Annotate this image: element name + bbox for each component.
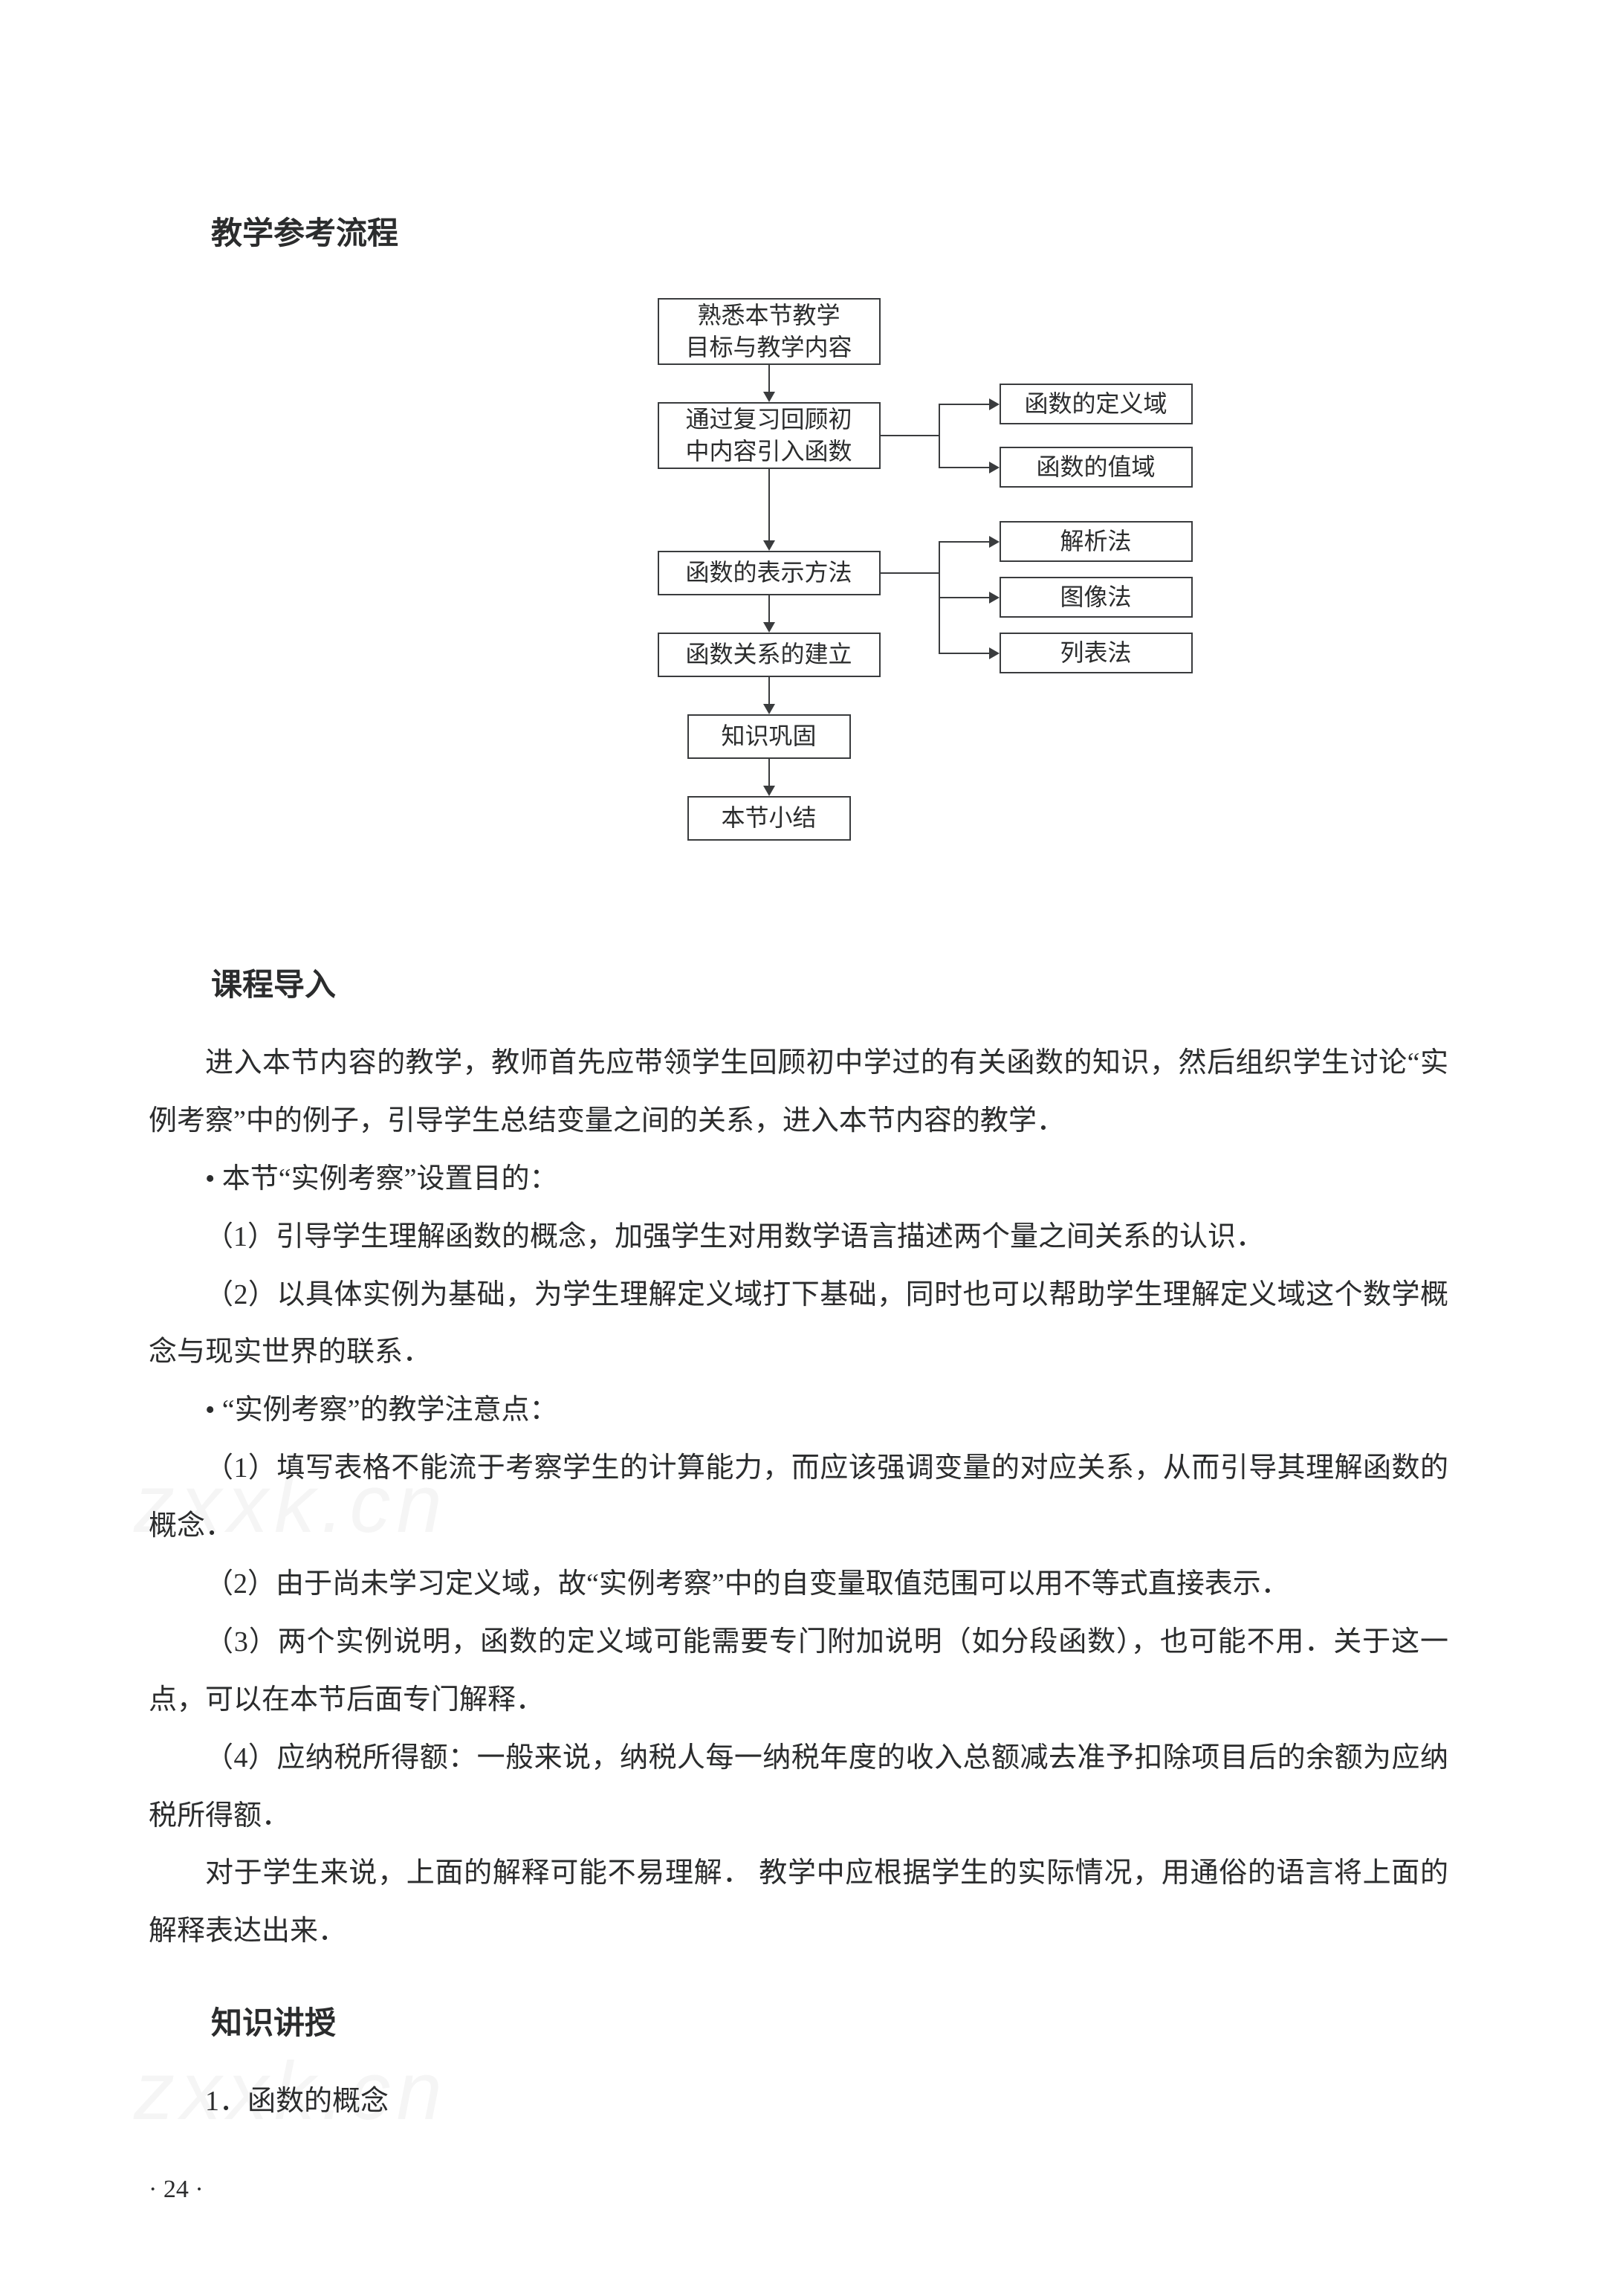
page-number: · 24 ·	[149, 2176, 1448, 2204]
fc-arrow	[939, 404, 998, 405]
heading-teaching-reference-flow: 教学参考流程	[149, 208, 1448, 253]
fc-arrow	[939, 597, 998, 598]
fc-node-graph: 图像法	[1000, 577, 1193, 618]
paragraph: （2）以具体实例为基础，为学生理解定义域打下基础，同时也可以帮助学生理解定义域这…	[149, 1267, 1448, 1383]
fc-arrow	[939, 467, 998, 468]
paragraph: （2）由于尚未学习定义域，故“实例考察”中的自变量取值范围可以用不等式直接表示．	[149, 1556, 1448, 1614]
fc-arrow	[768, 365, 770, 401]
fc-node-relation: 函数关系的建立	[658, 633, 881, 677]
fc-node-representation: 函数的表示方法	[658, 551, 881, 595]
fc-arrow	[939, 653, 998, 654]
fc-connector	[939, 404, 940, 468]
fc-arrow	[768, 469, 770, 549]
fc-arrow	[768, 677, 770, 713]
fc-node-review: 通过复习回顾初中内容引入函数	[658, 402, 881, 469]
fc-arrow	[939, 541, 998, 543]
bullet-purpose: • 本节“实例考察”设置目的：	[149, 1151, 1448, 1209]
fc-connector	[881, 435, 940, 436]
fc-node-goals: 熟悉本节教学目标与教学内容	[658, 298, 881, 365]
fc-node-consolidate: 知识巩固	[687, 714, 851, 759]
numbered-item-function-concept: 1．函数的概念	[149, 2073, 1448, 2131]
heading-knowledge-teach: 知识讲授	[149, 1998, 1448, 2043]
fc-arrow	[768, 595, 770, 631]
paragraph: 对于学生来说，上面的解释可能不易理解． 教学中应根据学生的实际情况，用通俗的语言…	[149, 1845, 1448, 1961]
fc-arrow	[768, 759, 770, 795]
fc-node-analytic: 解析法	[1000, 521, 1193, 562]
paragraph: （1）填写表格不能流于考察学生的计算能力，而应该强调变量的对应关系，从而引导其理…	[149, 1440, 1448, 1556]
paragraph: （1）引导学生理解函数的概念，加强学生对用数学语言描述两个量之间关系的认识．	[149, 1209, 1448, 1267]
paragraph: 进入本节内容的教学，教师首先应带领学生回顾初中学过的有关函数的知识，然后组织学生…	[149, 1035, 1448, 1151]
fc-node-domain: 函数的定义域	[1000, 384, 1193, 424]
fc-connector	[881, 572, 940, 574]
paragraph: （4）应纳税所得额：一般来说，纳税人每一纳税年度的收入总额减去准予扣除项目后的余…	[149, 1730, 1448, 1846]
bullet-notes: • “实例考察”的教学注意点：	[149, 1382, 1448, 1440]
heading-course-intro: 课程导入	[149, 960, 1448, 1005]
fc-node-summary: 本节小结	[687, 796, 851, 841]
fc-node-table: 列表法	[1000, 633, 1193, 673]
fc-node-range: 函数的值域	[1000, 447, 1193, 488]
flowchart-container: 熟悉本节教学目标与教学内容 通过复习回顾初中内容引入函数 函数的表示方法 函数关…	[390, 298, 1208, 900]
paragraph: （3）两个实例说明，函数的定义域可能需要专门附加说明（如分段函数），也可能不用．…	[149, 1614, 1448, 1730]
